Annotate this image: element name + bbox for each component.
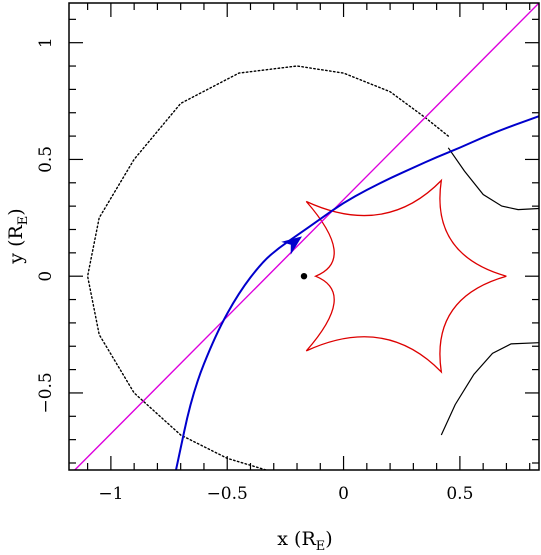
x-tick-label: 0.5: [446, 484, 473, 504]
plot-frame: [68, 2, 540, 471]
x-tick-label: −0.5: [207, 484, 248, 504]
critical-curve-lower-right: [440, 342, 539, 436]
tick-layer: −1 −0.5 0 0.5 −0.5 0 0.5 1: [36, 3, 539, 504]
trajectory-arrow: [281, 236, 302, 255]
x-axis-label: x (RE): [277, 528, 332, 554]
source-trajectory: [175, 115, 539, 470]
marker-layer: [300, 272, 308, 280]
x-axis-label-close: ): [325, 528, 332, 550]
critical-curve-dotted: [86, 65, 449, 470]
x-axis-label-main: x (R: [277, 528, 316, 550]
x-axis-label-subscript: E: [316, 539, 326, 554]
y-axis-label-subscript: E: [16, 216, 31, 226]
y-tick-label: −0.5: [36, 372, 56, 413]
y-axis-label-main: y (R: [5, 225, 27, 265]
y-tick-label: 0.5: [36, 146, 56, 173]
x-tick-label: −1: [98, 484, 123, 504]
y-axis-label: y (RE): [5, 208, 31, 264]
straight-line: [73, 3, 539, 470]
critical-curve-upper-right: [447, 147, 539, 211]
series-layer: [73, 3, 539, 470]
caustic-curve: [305, 178, 507, 374]
x-tick-label: 0: [338, 484, 349, 504]
y-tick-label: 0: [36, 271, 56, 282]
plot-area: −1 −0.5 0 0.5 −0.5 0 0.5 1: [36, 2, 540, 504]
y-axis-label-close: ): [5, 208, 27, 215]
lens-point: [300, 272, 308, 280]
y-tick-label: 1: [36, 37, 56, 48]
